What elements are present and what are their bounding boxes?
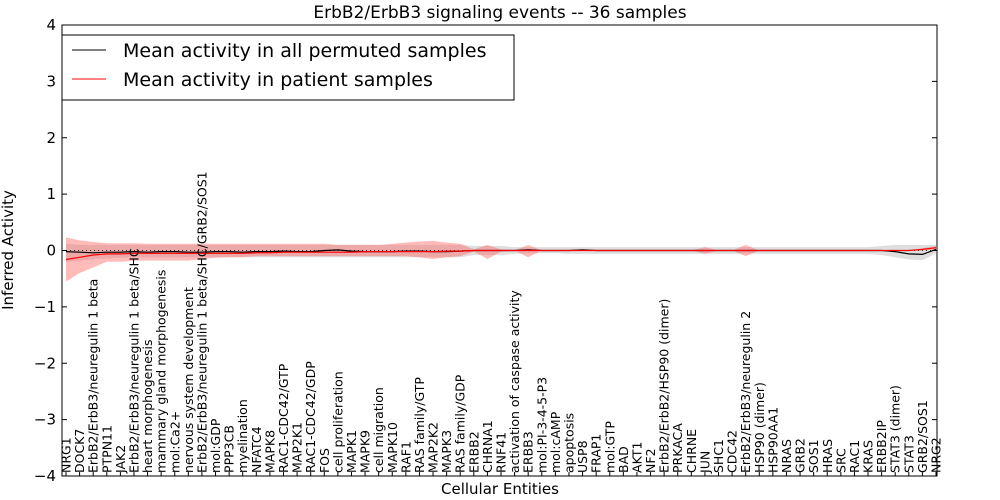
x-tick-label: nervous system development <box>181 287 196 473</box>
x-tick-label: myelination <box>235 399 250 473</box>
x-tick-label: FOS <box>317 448 332 473</box>
legend-box <box>61 34 515 101</box>
x-tick-label: mol:GTP <box>602 421 617 473</box>
x-tick-label: activation of caspase activity <box>507 290 522 473</box>
x-tick-label: RAF1 <box>398 441 413 473</box>
x-tick-label: ErbB2/ErbB2/HSP90 (dimer) <box>657 299 672 473</box>
x-tick-label: SRC <box>833 448 848 473</box>
x-tick-label: GRB2 <box>793 438 808 473</box>
x-tick-label: JUN <box>697 451 712 474</box>
x-tick-label: FRAP1 <box>589 434 604 473</box>
x-tick-label: ERBB2 <box>466 431 481 473</box>
x-tick-label: PTPN11 <box>99 425 114 473</box>
x-tick-label: heart morphogenesis <box>140 340 155 474</box>
y-axis-label: Inferred Activity <box>0 190 17 310</box>
x-tick-label: NFATC4 <box>249 426 264 473</box>
x-tick-label: GRB2/SOS1 <box>915 400 930 473</box>
x-tick-label: JAK2 <box>113 445 128 474</box>
x-tick-label: RNF41 <box>494 432 509 473</box>
y-tick-label: −4 <box>34 467 56 485</box>
x-tick-label: RAC1-CDC42/GDP <box>303 361 318 473</box>
x-tick-label: cell proliferation <box>330 371 345 473</box>
y-tick-label: −2 <box>34 354 56 372</box>
x-tick-label: MAPK3 <box>439 430 454 473</box>
chart-title: ErbB2/ErbB3 signaling events -- 36 sampl… <box>313 3 686 23</box>
x-tick-label: STAT3 (dimer) <box>888 385 903 473</box>
x-tick-label: HSP90AA1 <box>765 407 780 473</box>
x-tick-label: MAPK9 <box>358 430 373 473</box>
x-tick-label: SHC1 <box>711 439 726 473</box>
confidence-bands <box>66 237 936 282</box>
x-tick-label: PRKACA <box>670 423 685 473</box>
x-tick-label: mol:GDP <box>208 418 223 473</box>
x-tick-label: CDC42 <box>725 430 740 473</box>
legend: Mean activity in all permuted samples Me… <box>61 34 515 101</box>
y-tick-label: −3 <box>34 411 56 429</box>
legend-label-permuted: Mean activity in all permuted samples <box>123 40 486 62</box>
x-tick-label: MAPK8 <box>262 430 277 473</box>
x-tick-label: SOS1 <box>806 439 821 473</box>
line-patient-mean <box>65 247 937 261</box>
x-tick-label: mol:Ca2+ <box>167 411 182 473</box>
y-tick-label: 4 <box>46 16 56 34</box>
x-tick-label: apoptosis <box>562 413 577 473</box>
x-tick-label: ErbB2/ErbB3/neuregulin 1 beta/SHC/GRB2/S… <box>194 171 209 473</box>
y-axis: 4 3 2 1 0 −1 −2 −3 −4 <box>34 16 937 485</box>
x-tick-label: MAP2K1 <box>290 422 305 473</box>
x-tick-label: STAT3 <box>901 435 916 473</box>
x-tick-label: RAC1-CDC42/GTP <box>276 363 291 473</box>
x-tick-label: ErbB2/ErbB3/neuregulin 1 beta/SHC <box>127 248 142 473</box>
y-tick-label: 2 <box>46 129 56 147</box>
x-tick-label: RAS family/GDP <box>453 374 468 473</box>
x-tick-label: MAPK1 <box>344 430 359 473</box>
x-tick-label: USP8 <box>575 440 590 473</box>
x-tick-label: HSP90 (dimer) <box>752 382 767 473</box>
x-tick-label: BAD <box>616 446 631 473</box>
y-tick-label: 3 <box>46 72 56 90</box>
x-tick-label: MAPK10 <box>385 422 400 473</box>
x-tick-label: ErbB2/ErbB3/neuregulin 2 <box>738 311 753 473</box>
x-tick-label: HRAS <box>820 439 835 473</box>
x-tick-label: mol:PI-3-4-5-P3 <box>534 377 549 473</box>
x-tick-label: DOCK7 <box>72 429 87 473</box>
x-axis-label: Cellular Entities <box>441 480 559 498</box>
x-tick-label: CHRNE <box>684 429 699 473</box>
band-patient <box>66 237 936 282</box>
band-permuted <box>66 243 936 262</box>
legend-label-patient: Mean activity in patient samples <box>123 69 433 91</box>
x-tick-label: ERBB2IP <box>874 420 889 473</box>
x-tick-label: mol:cAMP <box>548 411 563 473</box>
x-tick-label: mammary gland morphogenesis <box>154 270 169 473</box>
x-tick-label: NF2 <box>643 448 658 473</box>
x-tick-label: cell migration <box>371 387 386 473</box>
x-tick-label: ERBB3 <box>521 431 536 473</box>
x-tick-label: ErbB2/ErbB3/neuregulin 1 beta <box>86 279 101 473</box>
x-tick-label: CHRNA1 <box>480 420 495 473</box>
x-tick-label: NRG2 <box>929 437 944 473</box>
x-tick-label: MAP2K2 <box>426 422 441 473</box>
y-tick-label: 0 <box>46 242 56 260</box>
x-tick-label: PPP3CB <box>222 425 237 473</box>
y-tick-label: 1 <box>46 185 56 203</box>
x-tick-label: NRG1 <box>59 437 74 473</box>
y-tick-label: −1 <box>34 298 56 316</box>
x-tick-label: RAS family/GTP <box>412 377 427 473</box>
x-tick-label: NRAS <box>779 439 794 473</box>
x-tick-label: KRAS <box>861 440 876 473</box>
x-tick-label: RAC1 <box>847 440 862 473</box>
series-lines <box>62 247 937 261</box>
x-tick-label: AKT1 <box>629 442 644 473</box>
